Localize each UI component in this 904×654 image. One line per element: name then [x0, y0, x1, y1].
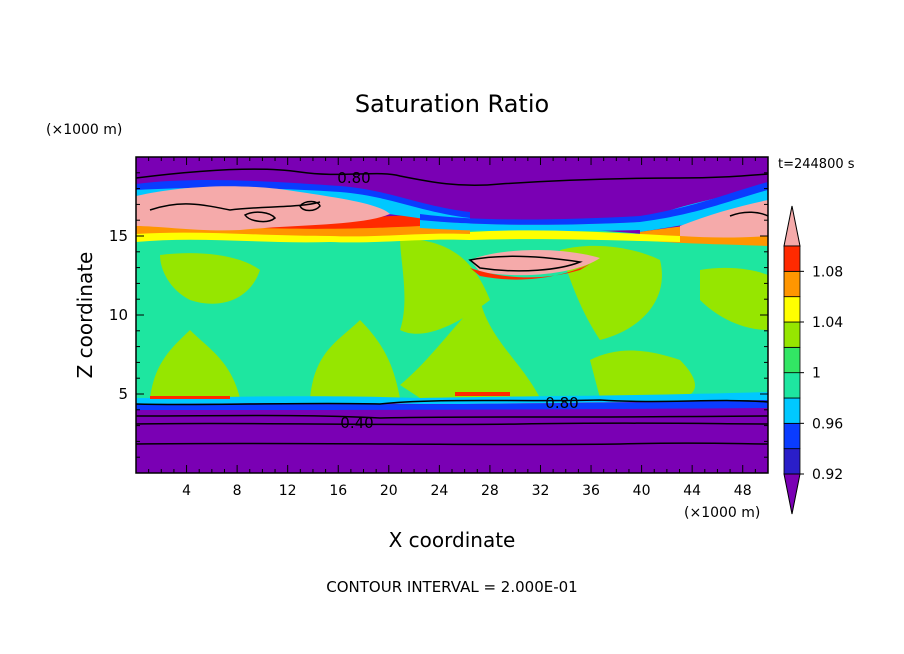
field-red-band [150, 396, 230, 399]
x-tick-label: 44 [683, 483, 701, 499]
contour-line [136, 442, 768, 446]
field-blue-band [136, 180, 470, 218]
contour-line [299, 200, 321, 212]
colorbar-label: 1 [812, 366, 821, 382]
colorbar-segment [783, 245, 801, 272]
contour-labels: 0.80 0.80 0.40 [337, 169, 578, 432]
field-red-band [455, 392, 510, 396]
contour-line [729, 211, 768, 217]
colorbar-bottom-arrow [783, 473, 801, 515]
x-axis-label: X coordinate [389, 528, 516, 552]
y-tick-label: 5 [118, 385, 128, 403]
field-pink-region [136, 186, 390, 231]
y-axis: 5 10 15 [109, 172, 768, 458]
colorbar-segment [783, 422, 801, 450]
field-lightgreen-patch [590, 350, 695, 398]
colorbar-label: 0.96 [812, 416, 843, 432]
field-lightgreen-patch [560, 245, 662, 340]
field-red-band [470, 264, 590, 280]
contour-line [149, 201, 321, 211]
field-lightgreen-patch [310, 320, 400, 398]
colorbar-segment [783, 296, 801, 323]
contour-interval-note: CONTOUR INTERVAL = 2.000E-01 [326, 578, 577, 596]
x-unit-label: (×1000 m) [684, 505, 760, 521]
x-tick-label: 12 [279, 483, 297, 499]
x-tick-label: 32 [532, 483, 550, 499]
y-axis-label: Z coordinate [73, 252, 97, 379]
colorbar-segment [783, 448, 801, 475]
colorbar-top-arrow [783, 205, 801, 247]
time-label: t=244800 s [778, 157, 855, 172]
y-unit-label: (×1000 m) [46, 122, 122, 138]
contour-line [136, 422, 768, 426]
x-tick-label: 24 [430, 483, 448, 499]
colorbar-label: 1.08 [812, 264, 843, 280]
y-tick-label: 15 [109, 227, 128, 245]
contour-lines [136, 168, 768, 446]
field-lightgreen-patch [150, 330, 240, 398]
x-tick-label: 48 [734, 483, 752, 499]
x-tick-label: 16 [329, 483, 347, 499]
colorbar-segment [783, 270, 801, 298]
x-tick-label: 8 [233, 483, 242, 499]
colorbar: 0.92 0.96 1 1.04 1.08 [783, 205, 843, 515]
colorbar-label: 0.92 [812, 467, 843, 483]
field-blue-band [420, 182, 768, 225]
contour-line [136, 414, 768, 419]
field-pink-region [680, 200, 768, 238]
colorbar-segment [783, 372, 801, 399]
colorbar-segment [783, 397, 801, 424]
x-tick-label: 28 [481, 483, 499, 499]
field-yellow-band [470, 230, 680, 242]
contour-label: 0.80 [545, 394, 578, 412]
field-lightgreen-patch [400, 300, 540, 398]
contour-label: 0.40 [340, 414, 373, 432]
x-tick-label: 20 [380, 483, 398, 499]
contour-line [243, 211, 277, 223]
x-tick-label: 4 [182, 483, 191, 499]
field-lightgreen-patch [400, 238, 490, 334]
colorbar-segment [783, 321, 801, 348]
contour-line [136, 399, 768, 406]
field-cyan-band [420, 220, 640, 232]
chart-title: Saturation Ratio [355, 90, 549, 118]
saturation-field [136, 157, 768, 473]
colorbar-label: 1.04 [812, 315, 843, 331]
contour-label: 0.80 [337, 169, 370, 187]
x-axis: 4 8 12 16 20 24 28 32 36 40 44 48 [148, 157, 756, 499]
y-tick-label: 10 [109, 306, 128, 324]
x-tick-label: 40 [633, 483, 651, 499]
contour-line [468, 255, 583, 272]
field-lightgreen-patch [700, 267, 768, 330]
contour-line [136, 168, 768, 187]
x-tick-label: 36 [582, 483, 600, 499]
field-blue-band [136, 400, 768, 410]
field-lightgreen-patch [160, 253, 260, 304]
colorbar-segment [783, 346, 801, 374]
